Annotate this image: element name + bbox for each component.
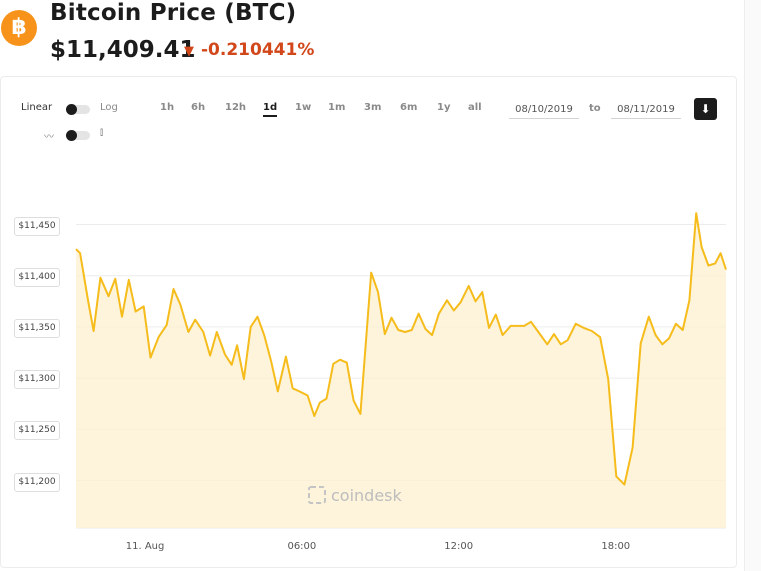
coindesk-logo-icon — [308, 486, 326, 504]
timeframe-1m[interactable]: 1m — [328, 102, 346, 113]
y-tick-label: $11,400 — [14, 267, 60, 287]
log-scale-label: Log — [100, 102, 118, 113]
date-to-input[interactable] — [611, 100, 681, 119]
timeframe-12h[interactable]: 12h — [225, 102, 247, 113]
date-range-to-label: to — [589, 103, 601, 114]
price-line — [75, 212, 727, 486]
scale-toggle[interactable] — [66, 104, 90, 115]
timeframe-1h[interactable]: 1h — [160, 102, 175, 113]
x-tick-label: 18:00 — [601, 541, 631, 552]
line-chart-icon[interactable]: 〰 — [44, 132, 54, 143]
x-tick-label: 11. Aug — [125, 541, 165, 552]
coindesk-wordmark: coindesk — [331, 486, 403, 505]
date-from-input[interactable] — [509, 100, 579, 119]
timeframe-6h[interactable]: 6h — [191, 102, 206, 113]
coindesk-watermark: coindesk — [308, 486, 403, 505]
y-tick-label: $11,350 — [14, 318, 60, 338]
y-tick-label: $11,450 — [14, 216, 60, 236]
price-area-fill — [76, 213, 726, 528]
candlestick-chart-icon[interactable]: ⫾ — [100, 127, 104, 138]
timeframe-all[interactable]: all — [468, 102, 482, 113]
down-arrow-icon: ▼ — [184, 44, 194, 59]
linear-scale-label: Linear — [21, 102, 53, 113]
timeframe-3m[interactable]: 3m — [364, 102, 382, 113]
price-change-percent: -0.210441% — [201, 40, 315, 60]
bitcoin-logo-icon: ฿ — [1, 10, 37, 46]
timeframe-1y[interactable]: 1y — [437, 102, 451, 113]
x-tick-label: 12:00 — [444, 541, 474, 552]
y-tick-label: $11,250 — [14, 421, 60, 441]
x-tick-label: 06:00 — [287, 541, 317, 552]
download-button[interactable]: ⬇ — [694, 98, 717, 120]
scale-toggle-knob — [66, 104, 77, 115]
current-price: $11,409.41 — [50, 37, 196, 63]
timeframe-1d[interactable]: 1d — [263, 102, 278, 117]
timeframe-6m[interactable]: 6m — [400, 102, 418, 113]
y-tick-label: $11,300 — [14, 370, 60, 390]
coin-header: ฿ Bitcoin Price (BTC) $11,409.41 ▼ -0.21… — [0, 0, 740, 70]
chart-style-toggle[interactable] — [66, 130, 90, 141]
chart-style-toggle-knob — [66, 130, 77, 141]
page-scrollbar[interactable] — [744, 0, 761, 571]
timeframe-1w[interactable]: 1w — [295, 102, 312, 113]
page-title: Bitcoin Price (BTC) — [50, 0, 297, 26]
y-tick-label: $11,200 — [14, 472, 60, 492]
